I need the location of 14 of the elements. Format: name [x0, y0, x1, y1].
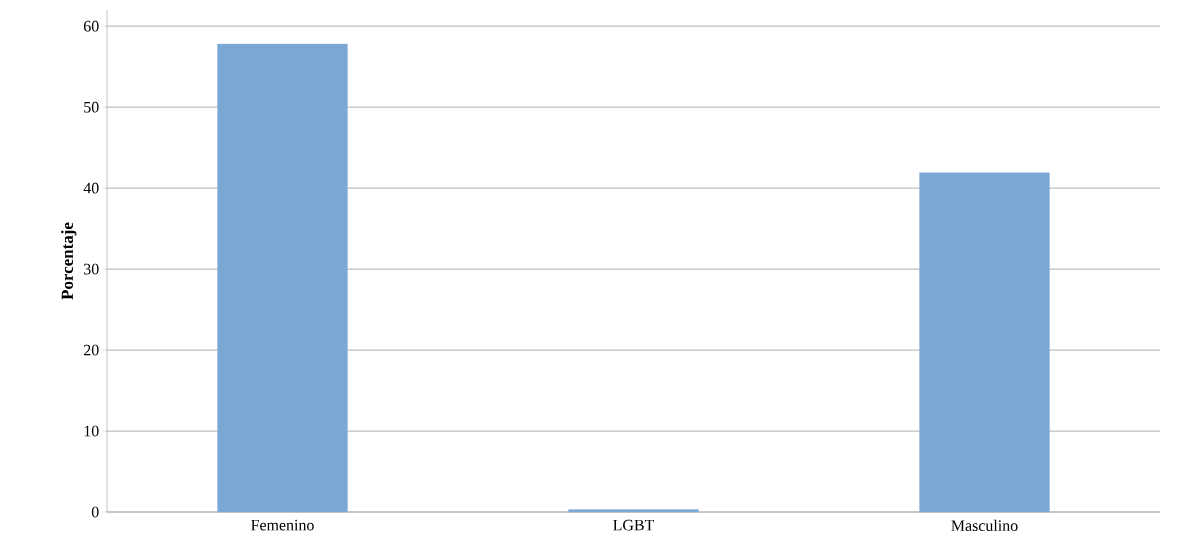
- y-tick-label: 30: [84, 263, 99, 275]
- bar: [919, 172, 1050, 513]
- y-tick-label: 0: [91, 506, 99, 518]
- bar: [568, 509, 699, 513]
- y-axis-title: Porcentaje: [61, 222, 77, 300]
- bar: [217, 43, 348, 513]
- y-tick-label: 40: [83, 182, 99, 194]
- x-tick-label: Femenino: [251, 519, 314, 531]
- y-tick-label: 50: [84, 101, 99, 113]
- x-tick-label: Masculino: [951, 519, 1018, 531]
- y-tick-label: 60: [83, 20, 99, 32]
- x-tick-label: LGBT: [613, 519, 655, 531]
- y-tick-label: 10: [84, 425, 99, 437]
- y-tick-label: 20: [83, 344, 99, 356]
